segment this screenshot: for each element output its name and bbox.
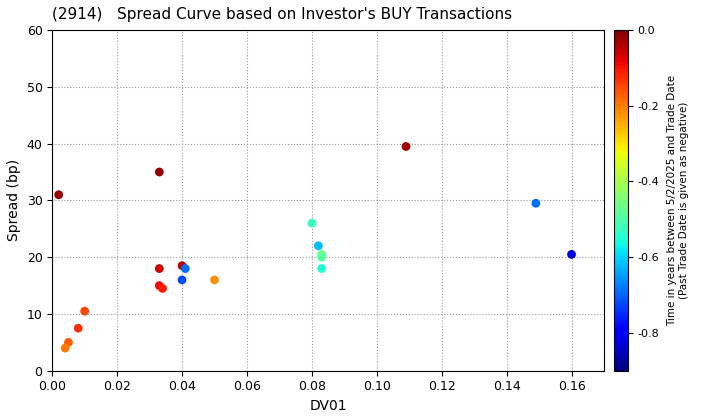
Point: [209, 276, 220, 283]
Point: [316, 265, 328, 272]
Text: (2914)   Spread Curve based on Investor's BUY Transactions: (2914) Spread Curve based on Investor's …: [53, 7, 513, 22]
Point: [153, 169, 165, 176]
Point: [153, 265, 165, 272]
Point: [566, 251, 577, 258]
Y-axis label: Time in years between 5/2/2025 and Trade Date
(Past Trade Date is given as negat: Time in years between 5/2/2025 and Trade…: [667, 75, 689, 326]
Point: [179, 265, 191, 272]
Point: [530, 200, 541, 207]
Point: [73, 325, 84, 331]
Point: [53, 192, 65, 198]
Point: [60, 345, 71, 352]
Point: [176, 262, 188, 269]
Point: [157, 285, 168, 292]
Point: [176, 276, 188, 283]
X-axis label: DV01: DV01: [310, 399, 347, 413]
Point: [316, 254, 328, 260]
Point: [79, 308, 91, 315]
Point: [63, 339, 74, 346]
Y-axis label: Spread (bp): Spread (bp): [7, 159, 21, 242]
Point: [153, 282, 165, 289]
Point: [306, 220, 318, 226]
Point: [400, 143, 412, 150]
Point: [316, 251, 328, 258]
Point: [312, 242, 324, 249]
